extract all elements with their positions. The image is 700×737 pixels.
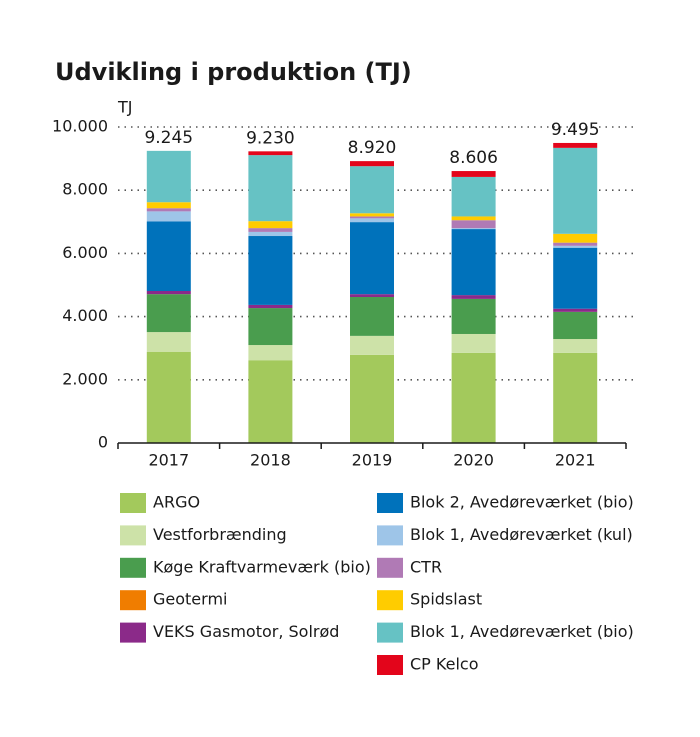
bar-segment (146, 150, 191, 203)
legend-label: Geotermi (153, 590, 227, 609)
legend-swatch (377, 622, 403, 643)
bar-segment (553, 233, 598, 243)
chart-title: Udvikling i produktion (TJ) (55, 58, 412, 86)
bar-segment (146, 208, 191, 212)
bar-segment (451, 333, 496, 353)
bar-segment (350, 354, 394, 443)
y-axis-label: TJ (117, 98, 133, 117)
bar-segment (451, 176, 496, 217)
bar-segment (350, 294, 394, 298)
bar-segment (350, 216, 394, 219)
bar-segment (146, 221, 191, 292)
y-tick-label: 2.000 (62, 369, 108, 388)
legend-swatch (120, 590, 146, 611)
bar-segment (553, 247, 598, 309)
legend-swatch (120, 525, 146, 546)
legend-swatch (377, 525, 403, 546)
bar-segment (248, 221, 293, 229)
legend-swatch (120, 493, 146, 513)
legend-label: CP Kelco (410, 655, 478, 674)
bar-segment (553, 147, 598, 234)
total-label: 9.245 (144, 128, 193, 148)
legend-swatch (377, 493, 403, 513)
y-tick-label: 0 (98, 433, 108, 452)
x-tick-label: 2020 (453, 451, 494, 470)
y-tick-label: 6.000 (62, 243, 108, 262)
bar-segment (350, 297, 394, 336)
bar-segment (248, 231, 293, 237)
bar-segment (248, 345, 293, 361)
legend-label: Køge Kraftvarmeværk (bio) (153, 557, 371, 576)
bar-segment (248, 360, 293, 443)
bar-segment (451, 171, 496, 177)
bar-segment (553, 308, 598, 312)
legend-swatch (120, 557, 146, 578)
bar-segment (553, 339, 598, 353)
bar-segment (248, 155, 293, 222)
legend-label: VEKS Gasmotor, Solrød (153, 622, 339, 641)
legend-swatch (377, 590, 403, 611)
legend-label: CTR (410, 557, 442, 576)
total-label: 9.230 (246, 128, 295, 148)
bar-segment (350, 166, 394, 214)
bar-segment (553, 242, 598, 246)
bar-segment (248, 236, 293, 305)
bar-segment (248, 151, 293, 156)
bar-segment (350, 335, 394, 355)
legend-label: ARGO (153, 493, 200, 512)
y-tick-label: 8.000 (62, 180, 108, 199)
bar-segment (146, 211, 191, 222)
bar-segment (553, 142, 598, 148)
x-tick-label: 2021 (555, 451, 596, 470)
bar-segment (146, 351, 191, 443)
x-tick-label: 2018 (250, 451, 291, 470)
bar-segment (553, 352, 598, 443)
legend-label: Blok 2, Avedøreværket (bio) (410, 493, 634, 512)
bar-segment (451, 295, 496, 299)
bar-segment (553, 245, 598, 248)
bar-segment (146, 291, 191, 295)
y-tick-label: 10.000 (52, 117, 108, 136)
bar-segment (451, 298, 496, 334)
bar-segment (350, 218, 394, 223)
bar-segment (248, 308, 293, 346)
legend-label: Blok 1, Avedøreværket (bio) (410, 622, 634, 641)
bar-segment (146, 332, 191, 352)
bar-segment (350, 222, 394, 295)
bar-segment (451, 220, 496, 229)
bar-segment (146, 202, 191, 209)
bar-segment (451, 216, 496, 221)
bar-segment (350, 213, 394, 217)
total-label: 8.606 (449, 148, 498, 168)
legend-label: Blok 1, Avedøreværket (kul) (410, 525, 633, 544)
bar-segment (451, 229, 496, 296)
legend-swatch (377, 655, 403, 675)
bar-segment (350, 161, 394, 167)
bar-segment (146, 294, 191, 333)
total-label: 9.495 (551, 120, 600, 140)
legend-swatch (377, 557, 403, 578)
bar-segment (248, 304, 293, 309)
legend-label: Spidslast (410, 590, 482, 609)
bar-segment (553, 311, 598, 340)
x-tick-label: 2019 (352, 451, 393, 470)
bar-segment (248, 228, 293, 232)
total-label: 8.920 (348, 138, 397, 158)
bar-segment (451, 228, 496, 230)
legend-label: Vestforbrænding (153, 525, 287, 544)
y-tick-label: 4.000 (62, 306, 108, 325)
x-tick-label: 2017 (148, 451, 189, 470)
legend-swatch (120, 622, 146, 643)
bar-segment (451, 352, 496, 443)
